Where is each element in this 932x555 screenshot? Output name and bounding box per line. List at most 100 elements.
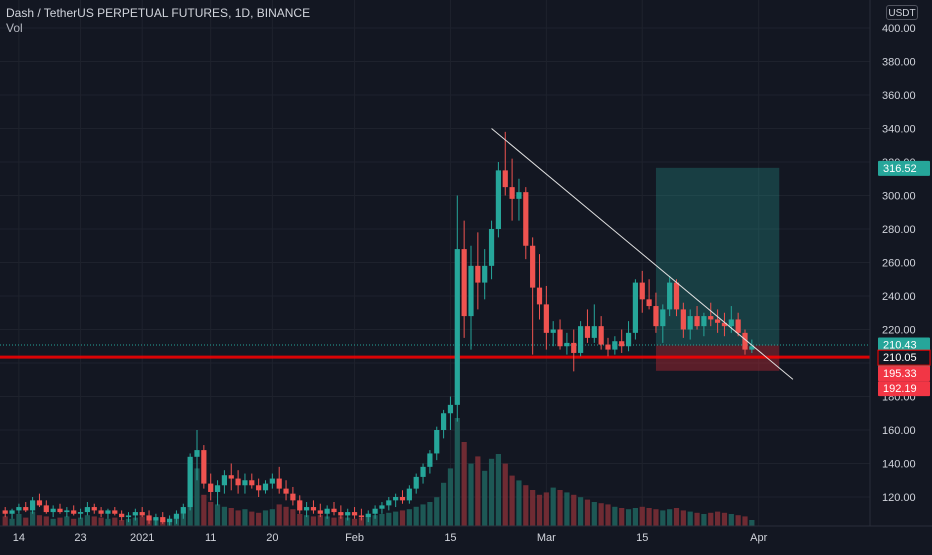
candle-body bbox=[365, 513, 371, 518]
volume-bar bbox=[454, 418, 460, 526]
candle-body bbox=[488, 229, 495, 266]
candle-body bbox=[146, 515, 152, 521]
price-label: 210.43 bbox=[883, 340, 917, 352]
volume-bar bbox=[749, 520, 755, 526]
volume-bar bbox=[598, 503, 604, 526]
symbol-title[interactable]: Dash / TetherUS PERPETUAL FUTURES, 1D, B… bbox=[6, 6, 311, 20]
volume-bar bbox=[667, 509, 673, 526]
candle-body bbox=[749, 346, 755, 350]
candle-body bbox=[50, 508, 56, 513]
candle-body bbox=[584, 326, 591, 338]
volume-bar bbox=[728, 514, 734, 526]
volume-bar bbox=[208, 502, 214, 526]
candle-body bbox=[482, 265, 488, 283]
volume-bar bbox=[393, 511, 399, 526]
candle-body bbox=[591, 326, 597, 338]
price-label: 210.05 bbox=[883, 352, 917, 364]
candle-body bbox=[214, 485, 221, 492]
candle-body bbox=[667, 282, 673, 310]
candle-body bbox=[639, 282, 645, 300]
support-label-border bbox=[877, 349, 931, 366]
volume-bar bbox=[310, 516, 317, 526]
candle-body bbox=[694, 316, 700, 327]
candle-body bbox=[393, 497, 399, 501]
y-tick-label: 240.00 bbox=[882, 291, 916, 303]
candle-body bbox=[16, 507, 22, 511]
volume-bar bbox=[276, 504, 282, 526]
candle-body bbox=[701, 316, 707, 327]
candle-body bbox=[523, 192, 529, 246]
volume-bar bbox=[619, 508, 625, 526]
candle-body bbox=[304, 507, 310, 511]
volume-bar bbox=[331, 517, 337, 526]
volume-bar bbox=[482, 470, 488, 526]
volume-indicator-label[interactable]: Vol bbox=[6, 21, 23, 35]
candle-body bbox=[461, 249, 467, 317]
y-tick-label: 260.00 bbox=[882, 258, 916, 270]
candle-body bbox=[447, 404, 454, 414]
currency-button[interactable]: USDT bbox=[886, 5, 918, 20]
candle-body bbox=[242, 480, 248, 486]
volume-bar bbox=[50, 518, 56, 526]
volume-bar bbox=[564, 492, 570, 526]
volume-bar bbox=[84, 515, 90, 526]
candle-body bbox=[660, 309, 666, 327]
candle-body bbox=[475, 265, 481, 283]
candle-body bbox=[153, 517, 159, 521]
candle-body bbox=[673, 282, 680, 310]
candle-body bbox=[290, 493, 296, 501]
candle-body bbox=[71, 510, 77, 514]
volume-bar bbox=[345, 517, 351, 526]
volume-bar bbox=[687, 511, 693, 526]
candle-body bbox=[36, 500, 43, 506]
x-tick-label: 14 bbox=[13, 532, 25, 544]
candle-body bbox=[297, 500, 303, 511]
volume-bar bbox=[351, 518, 358, 526]
candle-body bbox=[112, 510, 118, 514]
volume-bar bbox=[427, 502, 433, 526]
candle-body bbox=[687, 316, 693, 330]
volume-bar bbox=[721, 512, 728, 526]
price-label-bg bbox=[878, 350, 930, 366]
volume-bar bbox=[139, 516, 145, 526]
volume-bar bbox=[57, 517, 63, 526]
x-tick-label: 11 bbox=[205, 532, 216, 544]
volume-bar bbox=[557, 490, 563, 526]
volume-bar bbox=[16, 514, 22, 526]
volume-bar bbox=[680, 510, 686, 526]
candle-body bbox=[536, 287, 543, 305]
candle-body bbox=[509, 187, 515, 199]
volume-bar bbox=[71, 518, 77, 526]
volume-bar bbox=[358, 517, 364, 526]
volume-bar bbox=[406, 509, 412, 526]
price-label-bg bbox=[878, 160, 930, 176]
volume-bar bbox=[98, 517, 104, 526]
trendline bbox=[491, 128, 794, 380]
candle-body bbox=[427, 453, 433, 467]
volume-bar bbox=[36, 515, 43, 526]
y-tick-label: 340.00 bbox=[882, 124, 916, 136]
candle-body bbox=[139, 512, 145, 516]
volume-bar bbox=[571, 494, 577, 526]
candle-body bbox=[317, 510, 323, 514]
volume-bar bbox=[502, 463, 508, 526]
volume-bar bbox=[632, 508, 638, 526]
volume-bar bbox=[2, 516, 8, 526]
candle-body bbox=[708, 316, 714, 320]
candle-body bbox=[235, 478, 241, 486]
candle-body bbox=[132, 512, 138, 516]
candle-body bbox=[173, 513, 180, 519]
candle-body bbox=[742, 332, 748, 350]
candle-body bbox=[564, 342, 570, 347]
volume-bar bbox=[105, 518, 111, 526]
candle-body bbox=[187, 456, 193, 508]
volume-bar bbox=[283, 506, 289, 526]
volume-bar bbox=[509, 475, 515, 526]
candle-body bbox=[502, 170, 508, 188]
candle-body bbox=[167, 518, 173, 523]
volume-bar bbox=[324, 516, 330, 526]
x-tick-label: 20 bbox=[266, 532, 278, 544]
volume-bar bbox=[420, 504, 426, 526]
